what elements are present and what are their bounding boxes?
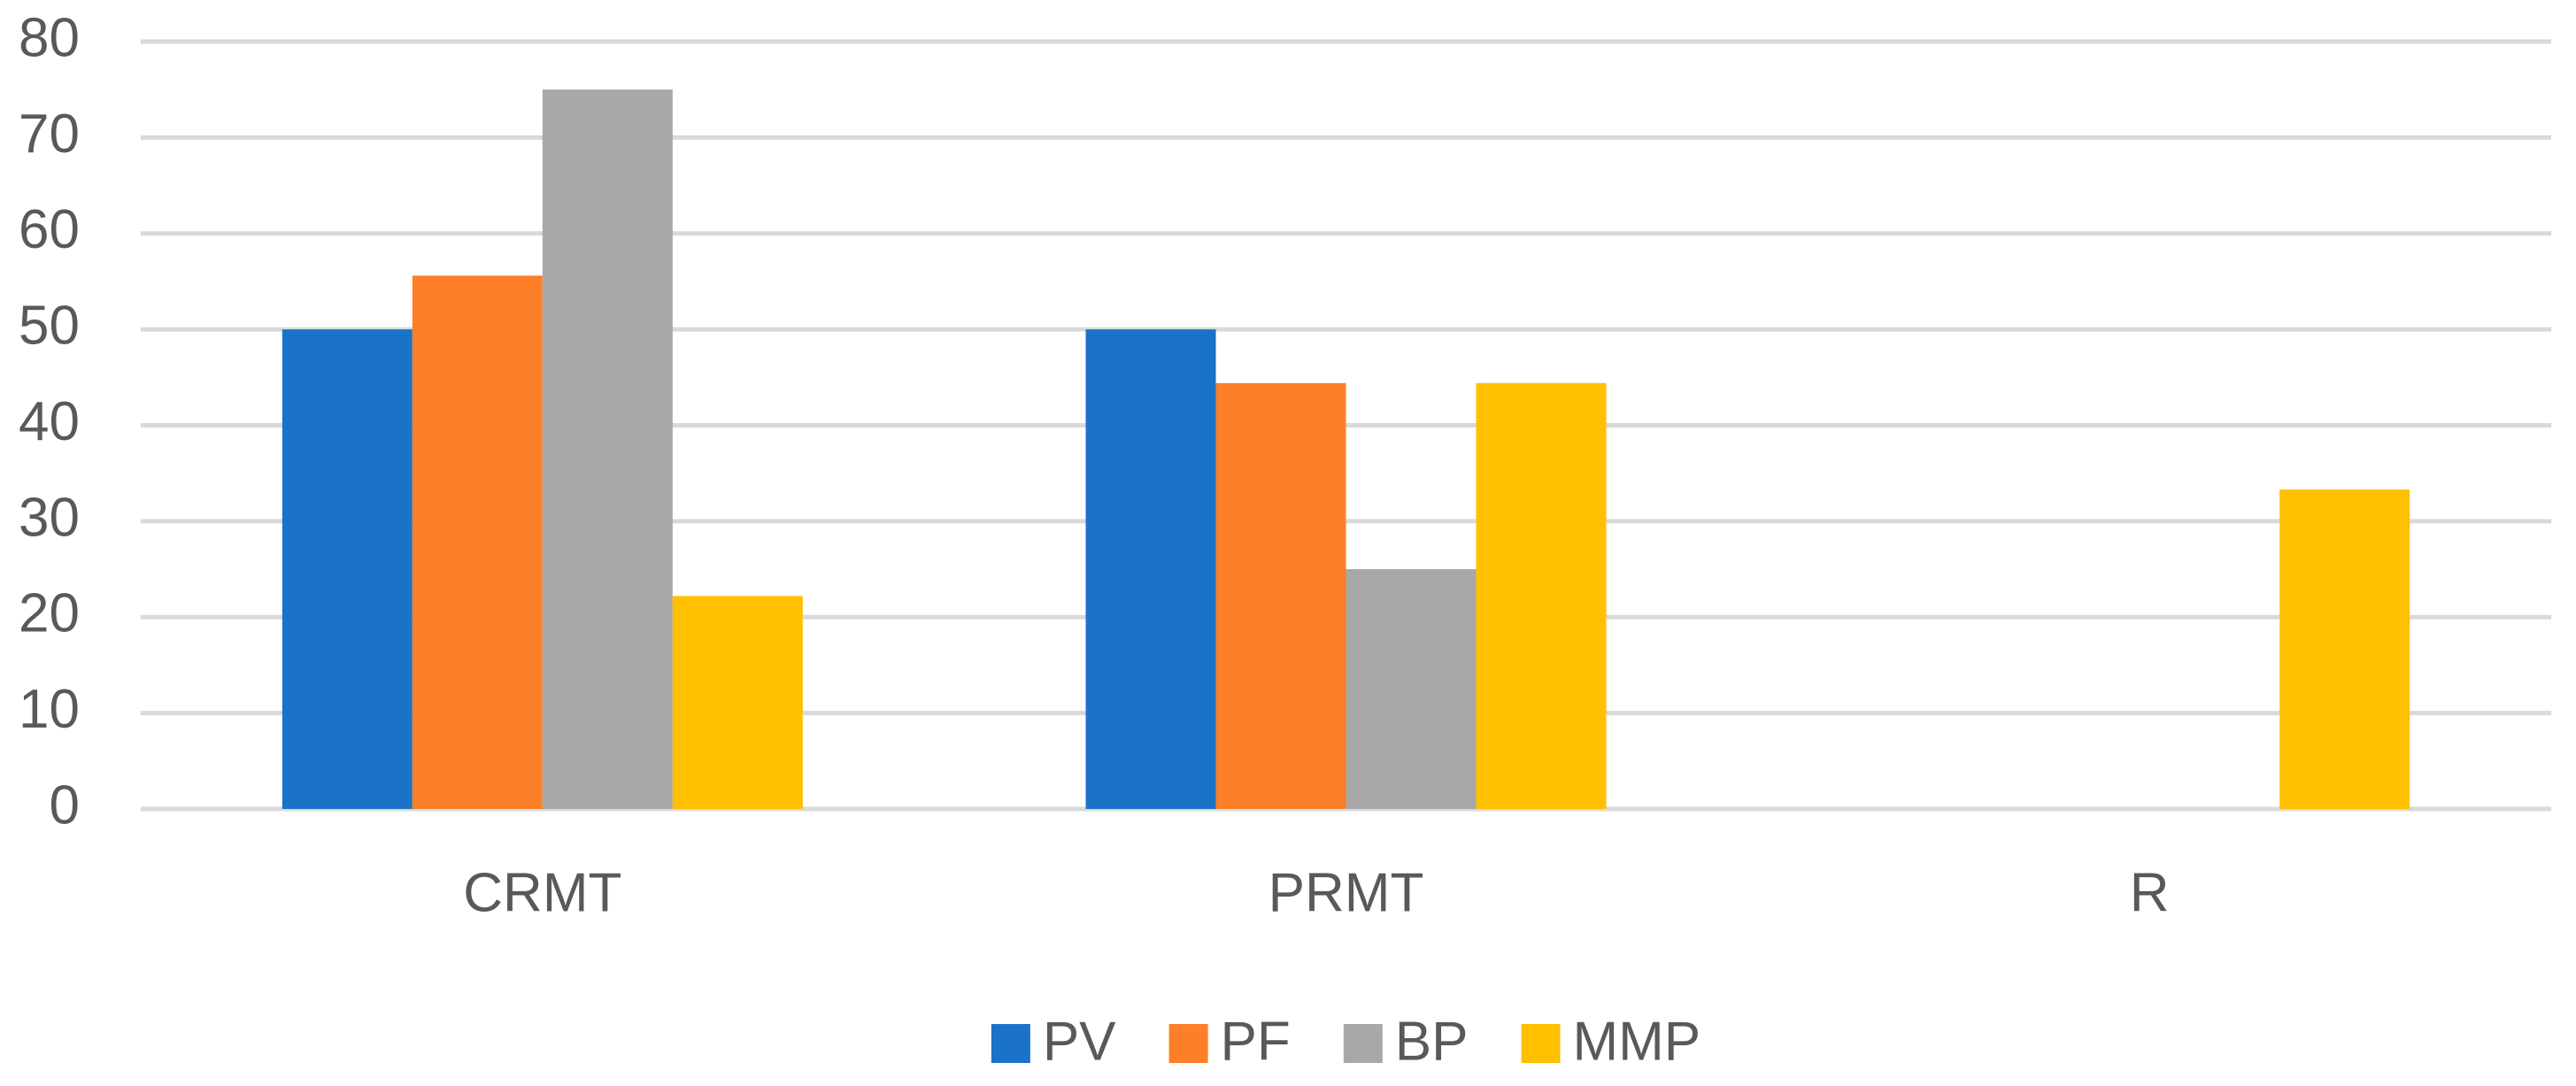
bar [1085, 329, 1216, 809]
x-tick-label: CRMT [463, 862, 621, 923]
y-tick-label: 40 [19, 391, 80, 452]
bar [1476, 382, 1607, 809]
y-tick-label: 0 [50, 774, 80, 836]
legend-swatch [1343, 1024, 1383, 1063]
bar [1215, 382, 1346, 809]
legend-label: MMP [1573, 1011, 1701, 1072]
x-tick-label: R [2130, 862, 2170, 923]
y-tick-label: 70 [19, 104, 80, 165]
bar [542, 89, 673, 809]
bar [672, 596, 803, 809]
bar [412, 275, 543, 809]
legend-swatch [991, 1024, 1030, 1063]
x-tick-label: PRMT [1269, 862, 1424, 923]
bar [282, 329, 413, 809]
y-tick-label: 80 [19, 7, 80, 68]
legend-label: BP [1395, 1011, 1469, 1072]
y-tick-label: 10 [19, 679, 80, 740]
legend-label: PV [1043, 1011, 1116, 1072]
legend-swatch [1168, 1024, 1208, 1063]
legend-swatch [1521, 1024, 1561, 1063]
bar [2279, 489, 2410, 809]
y-tick-label: 50 [19, 296, 80, 357]
y-tick-label: 20 [19, 583, 80, 644]
y-tick-label: 30 [19, 487, 80, 548]
y-tick-label: 60 [19, 199, 80, 260]
bar [1346, 569, 1477, 809]
legend-label: PF [1221, 1011, 1291, 1072]
